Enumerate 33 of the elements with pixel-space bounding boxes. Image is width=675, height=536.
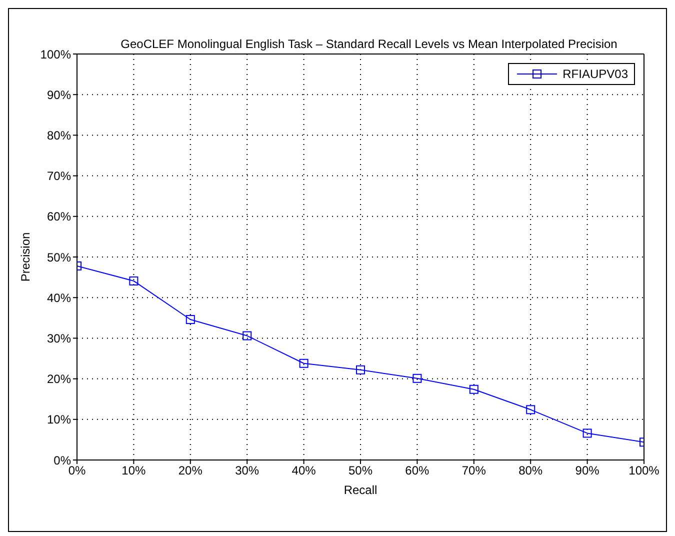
y-tick-label: 40% <box>46 290 72 305</box>
x-tick-label: 50% <box>348 464 373 478</box>
x-tick-label: 90% <box>575 464 600 478</box>
y-tick-label: 30% <box>46 331 72 346</box>
point <box>356 365 365 374</box>
point <box>526 405 536 414</box>
x-tick-label: 70% <box>462 464 486 478</box>
x-tick-label: 20% <box>178 464 203 478</box>
y-tick-label: 90% <box>46 88 72 102</box>
point <box>186 315 195 324</box>
y-tick-label: 80% <box>46 128 72 142</box>
x-tick-label: 100% <box>628 464 660 478</box>
point <box>412 374 422 383</box>
y-tick-label: 60% <box>46 210 72 224</box>
y-tick-label: 20% <box>46 372 72 386</box>
x-tick-label: 40% <box>292 464 316 478</box>
x-tick-label: 30% <box>235 464 260 478</box>
x-axis-title: Recall <box>344 483 378 497</box>
point <box>582 428 592 438</box>
point <box>299 358 308 368</box>
y-axis-title: Precision <box>18 232 32 282</box>
y-tick-label: 100% <box>40 47 72 62</box>
point <box>242 331 252 340</box>
point <box>469 384 478 394</box>
point <box>129 276 138 286</box>
y-tick-label: 70% <box>46 169 72 184</box>
x-tick-label: 10% <box>122 464 146 478</box>
y-tick-label: 10% <box>46 412 72 427</box>
x-tick-label: 80% <box>518 464 543 478</box>
legend-label: RFIAUPV03 <box>562 67 628 81</box>
y-tick-label: 50% <box>46 250 72 264</box>
chart-title: GeoCLEF Monolingual English Task – Standard Recall Levels vs Mean Interpolated Precision <box>120 37 618 51</box>
x-tick-label: 60% <box>405 464 430 478</box>
